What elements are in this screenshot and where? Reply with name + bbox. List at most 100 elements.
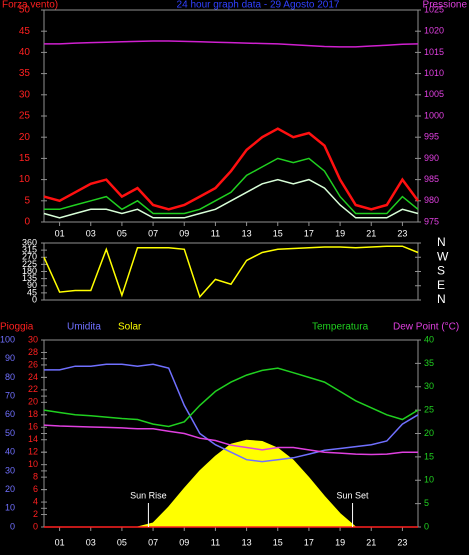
line [43, 367, 419, 428]
x-tick-label: 17 [304, 228, 314, 238]
y2-axis-label: Pressione [423, 0, 468, 11]
y-tick-label: 1020 [424, 26, 444, 36]
y-tick-label: 70 [5, 390, 15, 400]
x-tick-label: 15 [273, 537, 283, 547]
x-tick-label: 09 [179, 228, 189, 238]
y-tick-label: 14 [28, 434, 38, 444]
x-tick-label: 03 [86, 228, 96, 238]
y-tick-label: 90 [27, 280, 37, 290]
y-tick-label: 35 [19, 68, 31, 79]
y-tick-label: 60 [5, 409, 15, 419]
legend-label: Solar [118, 322, 142, 333]
y-tick-label: 80 [5, 372, 15, 382]
y-tick-label: S [437, 264, 445, 278]
y-tick-label: 360 [22, 237, 37, 247]
x-tick-label: 11 [211, 228, 220, 238]
y-tick-label: 25 [19, 111, 31, 122]
x-tick-label: 05 [117, 537, 127, 547]
line [44, 40, 419, 48]
x-tick-label: 23 [397, 228, 407, 238]
chart-title: 24 hour graph data - 29 Agosto 2017 [177, 0, 340, 11]
line [44, 363, 419, 463]
line [43, 127, 420, 211]
y-tick-label: N [437, 292, 446, 306]
x-tick-label: 15 [273, 228, 283, 238]
y-tick-label: 20 [424, 428, 434, 438]
y-tick-label: 24 [28, 372, 38, 382]
annotation: Sun Set [337, 490, 370, 500]
y-tick-label: 90 [5, 353, 15, 363]
y-tick-label: 995 [424, 132, 439, 142]
y-tick-label: 180 [22, 266, 37, 276]
y-tick-label: 28 [28, 347, 38, 357]
y-tick-label: 10 [5, 503, 15, 513]
y-tick-label: 12 [28, 447, 38, 457]
annotation: Sun Rise [130, 490, 167, 500]
y-tick-label: 985 [424, 174, 439, 184]
y-tick-label: 1010 [424, 68, 444, 78]
x-tick-label: 01 [55, 228, 65, 238]
x-tick-label: 19 [335, 228, 345, 238]
y-tick-label: 1005 [424, 89, 444, 99]
y-tick-label: 975 [424, 216, 439, 226]
x-tick-label: 19 [335, 537, 345, 547]
x-tick-label: 11 [211, 537, 220, 547]
x-tick-label: 23 [397, 537, 407, 547]
y-tick-label: 10 [28, 459, 38, 469]
legend-label: Umidita [67, 322, 101, 333]
y-tick-label: 1000 [424, 110, 444, 120]
y-tick-label: 50 [19, 5, 31, 16]
line [43, 178, 419, 219]
y-tick-label: 4 [33, 496, 38, 506]
y-tick-label: 40 [19, 47, 31, 58]
y-tick-label: 0 [424, 521, 429, 531]
y-tick-label: 30 [5, 465, 15, 475]
y-tick-label: N [437, 235, 446, 249]
y-tick-label: 990 [424, 153, 439, 163]
y-axis-label: Forza vento) [2, 0, 58, 11]
x-tick-label: 05 [117, 228, 127, 238]
y-tick-label: 8 [33, 472, 38, 482]
y-tick-label: 10 [424, 475, 434, 485]
y-tick-label: E [437, 278, 445, 292]
y-tick-label: 26 [28, 359, 38, 369]
y-tick-label: 2 [33, 509, 38, 519]
y-tick-label: 315 [22, 245, 37, 255]
x-tick-label: 21 [366, 537, 376, 547]
y-tick-label: 20 [28, 397, 38, 407]
y-tick-label: 5 [424, 498, 429, 508]
y-tick-label: 35 [424, 358, 434, 368]
y-tick-label: 22 [28, 384, 38, 394]
y-tick-label: 25 [424, 405, 434, 415]
x-tick-label: 13 [242, 228, 252, 238]
y-tick-label: 20 [5, 484, 15, 494]
x-tick-label: 03 [86, 537, 96, 547]
x-tick-label: 17 [304, 537, 314, 547]
y-tick-label: 30 [19, 89, 31, 100]
y-tick-label: 30 [424, 381, 434, 391]
x-tick-label: 07 [148, 537, 158, 547]
area [44, 439, 418, 528]
y-tick-label: 100 [0, 334, 15, 344]
y-tick-label: 40 [424, 334, 434, 344]
y-tick-label: 15 [19, 153, 31, 164]
y-tick-label: 0 [24, 217, 30, 228]
x-tick-label: 01 [55, 537, 65, 547]
y-tick-label: 16 [28, 422, 38, 432]
y-tick-label: 135 [22, 273, 37, 283]
y-tick-label: 225 [22, 259, 37, 269]
y-tick-label: 5 [24, 195, 30, 206]
y-tick-label: 6 [33, 484, 38, 494]
y-tick-label: 980 [424, 195, 439, 205]
y-tick-label: 1015 [424, 47, 444, 57]
legend-label: Pioggia [0, 322, 34, 333]
y-tick-label: 40 [5, 447, 15, 457]
legend-label: Temperatura [312, 322, 369, 333]
y-tick-label: 0 [33, 521, 38, 531]
y-tick-label: 50 [5, 428, 15, 438]
y-tick-label: 20 [19, 132, 31, 143]
y-tick-label: 0 [10, 521, 15, 531]
x-tick-label: 13 [242, 537, 252, 547]
y-tick-label: 10 [19, 174, 31, 185]
